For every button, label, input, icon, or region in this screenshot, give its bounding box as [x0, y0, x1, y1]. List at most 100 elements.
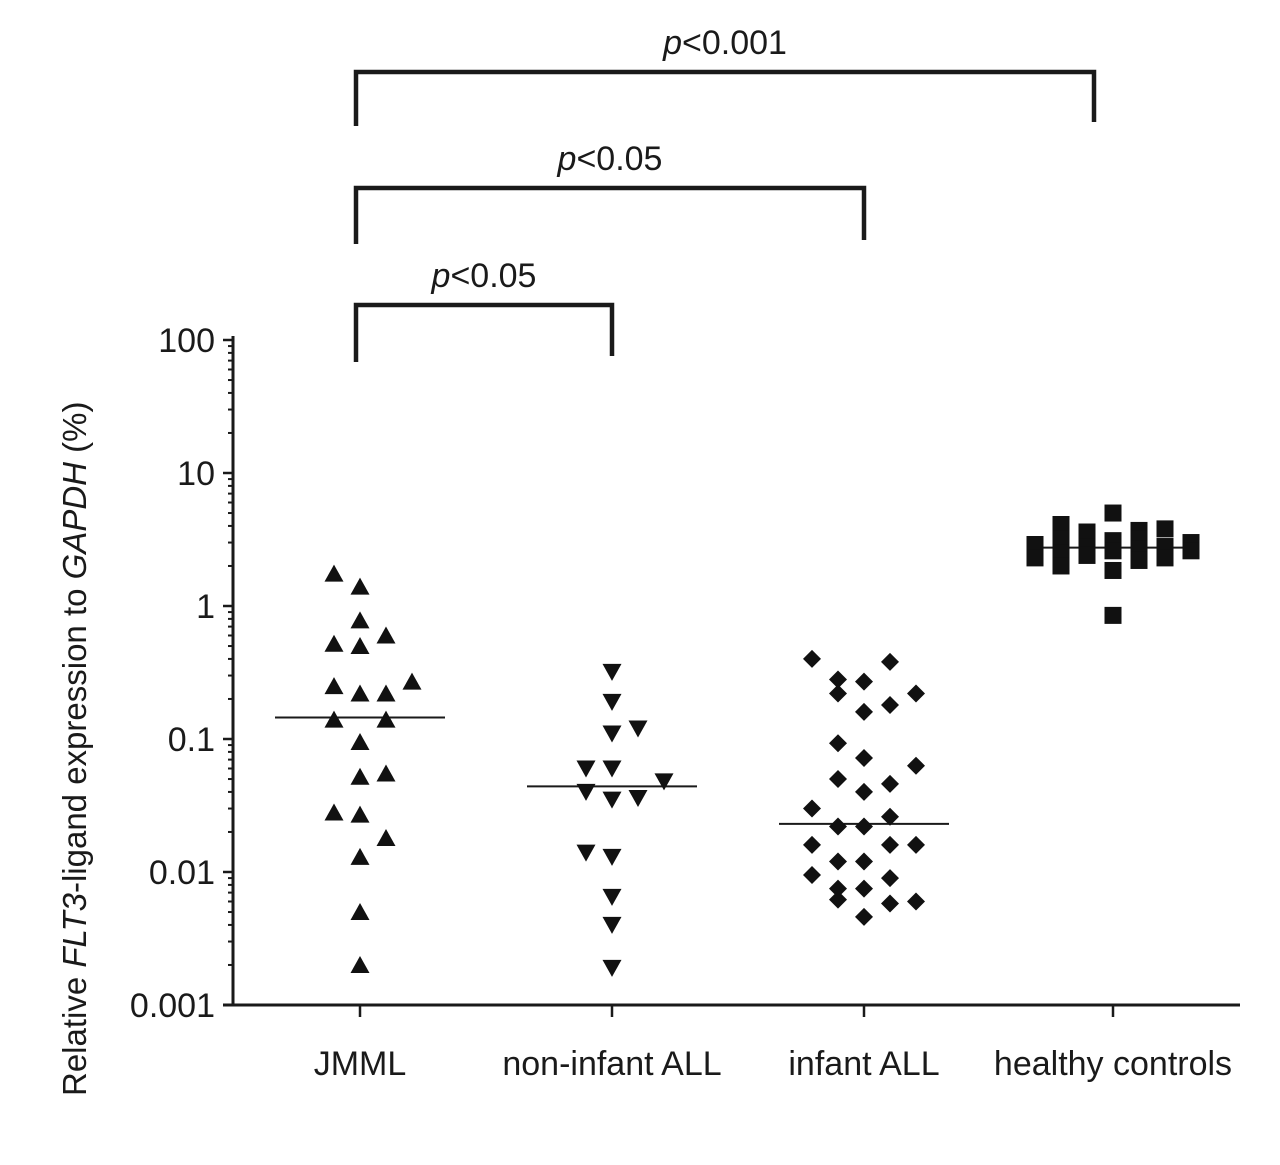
data-point-triangle-up [350, 955, 370, 973]
data-point-triangle-up [350, 684, 370, 702]
data-point-diamond [803, 649, 821, 668]
data-point-triangle-down [576, 844, 596, 862]
data-point-triangle-up [324, 803, 344, 821]
data-point-diamond [855, 852, 873, 871]
data-point-triangle-down [602, 916, 622, 934]
data-point-diamond [907, 756, 925, 775]
data-point-triangle-up [350, 847, 370, 865]
p-value-label: p<0.001 [662, 24, 787, 62]
data-point-square [1052, 544, 1070, 562]
data-point-triangle-up [324, 634, 344, 652]
data-point-triangle-up [324, 710, 344, 728]
data-point-triangle-up [324, 564, 344, 582]
data-point-diamond [829, 890, 847, 909]
data-point-triangle-up [350, 577, 370, 595]
x-category-label: non-infant ALL [502, 1045, 721, 1083]
p-value-label: p<0.05 [557, 140, 663, 178]
data-point-diamond [855, 748, 873, 767]
x-category-label: JMML [314, 1045, 407, 1083]
x-category-label: infant ALL [788, 1045, 939, 1083]
data-point-diamond [881, 894, 899, 913]
y-axis-ticks: 0.001 0.01 0.1 1 10 100 [130, 322, 233, 1025]
data-point-diamond [881, 835, 899, 854]
data-point-diamond [855, 782, 873, 801]
significance-bracket [353, 69, 1097, 126]
data-point-diamond [907, 684, 925, 703]
data-point-square [1104, 561, 1122, 579]
data-point-square [1078, 546, 1096, 564]
p-value-label: p<0.05 [431, 257, 537, 295]
data-point-triangle-up [350, 637, 370, 655]
data-point-triangle-up [350, 767, 370, 785]
data-point-triangle-up [376, 684, 396, 702]
data-point-square [1026, 549, 1044, 567]
y-tick-label: 1 [196, 588, 215, 626]
data-point-triangle-up [324, 677, 344, 695]
data-point-square [1104, 504, 1122, 522]
significance-bracket [353, 302, 615, 362]
data-point-triangle-up [350, 903, 370, 921]
significance-brackets: p<0.05 p<0.05 p<0.001 [353, 24, 1097, 362]
data-point-diamond [855, 879, 873, 898]
data-point-triangle-up [376, 829, 396, 847]
data-point-triangle-down [602, 760, 622, 778]
data-point-square [1104, 606, 1122, 624]
data-point-triangle-down [654, 773, 674, 791]
data-point-triangle-down [576, 760, 596, 778]
data-point-triangle-down [602, 791, 622, 809]
data-point-triangle-down [576, 783, 596, 801]
data-point-triangle-down [602, 959, 622, 977]
y-tick-label: 0.01 [149, 854, 215, 892]
data-point-diamond [855, 672, 873, 691]
data-point-diamond [855, 817, 873, 836]
y-axis-label: Relative FLT3-ligand expression to GAPDH… [56, 401, 93, 1096]
data-point-diamond [829, 879, 847, 898]
data-point-diamond [803, 799, 821, 818]
data-point-diamond [855, 907, 873, 926]
x-category-label: healthy controls [994, 1045, 1232, 1083]
data-point-diamond [829, 852, 847, 871]
data-point-diamond [829, 770, 847, 789]
y-tick-label: 10 [177, 455, 215, 493]
data-point-diamond [829, 734, 847, 753]
data-point-diamond [881, 696, 899, 715]
data-point-triangle-up [402, 672, 422, 690]
x-axis-categories: JMML non-infant ALL infant ALL healthy cont… [314, 1005, 1232, 1083]
data-point-diamond [829, 684, 847, 703]
data-point-square [1156, 549, 1174, 567]
data-point-diamond [881, 652, 899, 671]
data-point-triangle-down [602, 725, 622, 743]
data-point-triangle-up [376, 626, 396, 644]
y-tick-label: 0.1 [168, 721, 215, 759]
data-point-diamond [881, 869, 899, 888]
data-point-square [1182, 542, 1200, 560]
data-point-diamond [881, 807, 899, 826]
data-point-triangle-down [602, 888, 622, 906]
data-point-triangle-down [628, 790, 648, 808]
y-tick-label: 100 [158, 322, 215, 360]
data-point-square [1052, 557, 1070, 575]
data-point-square [1130, 551, 1148, 569]
data-point-square [1026, 536, 1044, 554]
axes [223, 336, 1240, 1007]
data-point-square [1052, 530, 1070, 548]
data-point-triangle-up [350, 611, 370, 629]
data-point-diamond [829, 670, 847, 689]
data-point-diamond [803, 865, 821, 884]
data-point-triangle-up [376, 764, 396, 782]
data-point-triangle-up [350, 805, 370, 823]
data-point-triangle-up [350, 732, 370, 750]
data-point-diamond [907, 835, 925, 854]
data-point-triangle-down [628, 720, 648, 738]
data-point-square [1078, 523, 1096, 541]
significance-bracket [353, 185, 867, 244]
data-point-diamond [907, 892, 925, 911]
data-point-triangle-up [376, 710, 396, 728]
data-point-square [1156, 520, 1174, 538]
data-point-diamond [855, 702, 873, 721]
data-point-square [1052, 515, 1070, 533]
data-point-triangle-down [602, 848, 622, 866]
y-tick-label: 0.001 [130, 987, 215, 1025]
data-point-triangle-down [602, 663, 622, 681]
